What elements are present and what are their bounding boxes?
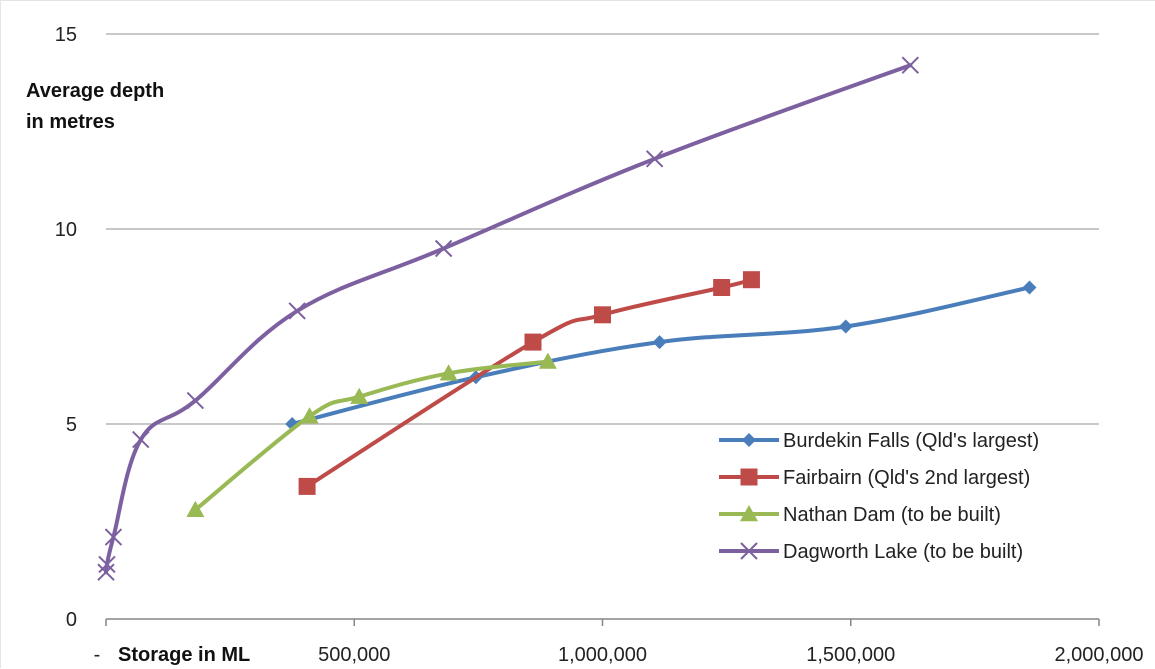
data-point: [186, 500, 205, 517]
data-point: [645, 150, 664, 168]
marker-stroke: [104, 528, 123, 546]
marker-stroke: [901, 56, 920, 74]
series-1: [298, 271, 760, 495]
y-tick-label: 5: [66, 414, 77, 436]
legend-marker: [740, 542, 758, 560]
y-axis-title-line: in metres: [26, 111, 115, 133]
axes: 0 5 10 15 - 500,000 1,000,000 1,500,000 2,000,00…: [26, 24, 1143, 666]
legend-label: Dagworth Lake (to be built): [783, 541, 1023, 563]
data-point: [434, 239, 453, 258]
series-2: [186, 352, 557, 517]
data-point: [742, 271, 760, 289]
marker-stroke: [645, 150, 664, 168]
y-tick-label: 10: [55, 219, 77, 241]
legend-label: Fairbairn (Qld's 2nd largest): [783, 467, 1030, 489]
legend-entry-3: Dagworth Lake (to be built): [719, 541, 1023, 563]
legend-marker: [740, 468, 758, 486]
x-tick-label: 2,000,000: [1055, 644, 1144, 666]
series-line: [104, 63, 913, 575]
data-point: [838, 319, 853, 334]
marker-stroke: [132, 430, 150, 449]
data-point: [98, 555, 116, 574]
legend-entry-2: Nathan Dam (to be built): [719, 504, 1001, 526]
data-point: [350, 387, 369, 404]
y-tick-label: 15: [55, 24, 77, 46]
y-axis-title-line: Average depth: [26, 80, 164, 102]
legend: Burdekin Falls (Qld's largest) Fairbairn …: [719, 430, 1039, 563]
legend-entry-1: Fairbairn (Qld's 2nd largest): [719, 467, 1030, 489]
legend-label: Burdekin Falls (Qld's largest): [783, 430, 1039, 452]
legend-label: Nathan Dam (to be built): [783, 504, 1001, 526]
data-point: [439, 364, 458, 381]
data-point: [132, 430, 150, 449]
x-tick-label: 1,500,000: [806, 644, 895, 666]
marker-stroke: [288, 302, 306, 320]
marker-stroke: [98, 555, 116, 574]
marker-stroke: [740, 542, 758, 560]
x-tick-label: 1,000,000: [558, 644, 647, 666]
marker-stroke: [186, 391, 205, 410]
series-0: [285, 280, 1037, 431]
series-layer: [97, 56, 1037, 581]
series-3: [97, 56, 920, 581]
marker-stroke: [97, 563, 115, 581]
legend-marker: [740, 505, 758, 522]
marker-stroke: [434, 239, 453, 258]
data-point: [288, 302, 306, 320]
y-axis-title: Average depth in metres: [26, 80, 164, 133]
data-point: [104, 528, 123, 546]
data-point: [97, 563, 115, 581]
data-point: [300, 407, 319, 424]
series-line: [305, 277, 754, 489]
data-point: [524, 333, 542, 351]
gridlines: [106, 33, 1099, 425]
data-point: [1022, 280, 1037, 295]
series-line: [193, 359, 550, 512]
x-tick-label: 500,000: [318, 644, 390, 666]
series-line: [290, 285, 1032, 426]
data-point: [713, 279, 731, 296]
data-point: [186, 391, 205, 410]
legend-marker: [742, 433, 756, 447]
data-point: [594, 306, 611, 324]
data-point: [652, 335, 667, 350]
data-point: [298, 477, 316, 495]
y-tick-label: 0: [66, 609, 77, 631]
data-point: [901, 56, 920, 74]
data-point: [538, 352, 557, 369]
x-tick-label: -: [94, 644, 101, 666]
x-axis-title: Storage in ML: [118, 644, 250, 666]
legend-entry-0: Burdekin Falls (Qld's largest): [719, 430, 1039, 452]
